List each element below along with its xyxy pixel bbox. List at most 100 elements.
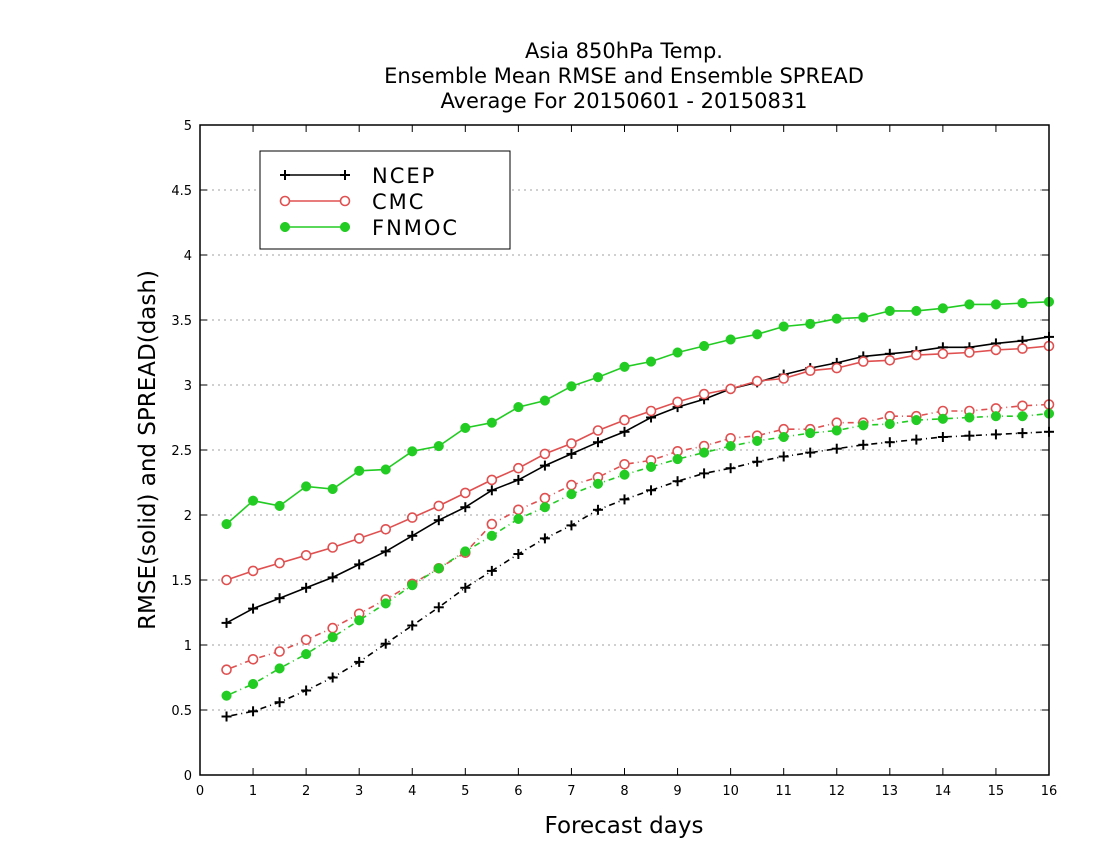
point-ncep-spread — [539, 533, 550, 544]
point-ncep-rmse — [566, 448, 577, 459]
line-cmc-spread — [226, 403, 1050, 671]
point-fnmoc-spread — [592, 478, 604, 489]
point-fnmoc-spread — [513, 513, 524, 524]
point-ncep-spread — [752, 456, 763, 467]
legend-label-ncep: NCEP — [372, 164, 436, 188]
x-tick-label: 2 — [302, 784, 310, 799]
point-fnmoc-rmse — [407, 446, 418, 457]
point-fnmoc-spread — [566, 489, 577, 500]
point-fnmoc-rmse — [380, 464, 391, 475]
point-fnmoc-spread — [539, 502, 550, 513]
point-ncep-spread — [407, 620, 418, 631]
chart-title: Asia 850hPa Temp. Ensemble Mean RMSE and… — [384, 39, 864, 113]
point-fnmoc-rmse — [805, 318, 816, 329]
point-fnmoc-rmse — [221, 519, 232, 530]
legend-label-fnmoc: FNMOC — [372, 216, 459, 240]
legend-marker-cmc — [339, 195, 351, 207]
legend-label-cmc: CMC — [372, 190, 425, 214]
point-fnmoc-spread — [831, 425, 842, 436]
point-fnmoc-rmse — [752, 329, 763, 340]
point-cmc-rmse — [327, 542, 338, 553]
point-ncep-rmse — [433, 515, 444, 526]
point-fnmoc-spread — [486, 530, 497, 541]
point-fnmoc-rmse — [699, 340, 710, 352]
point-cmc-rmse — [247, 565, 259, 577]
series-fnmoc — [221, 296, 1055, 701]
point-ncep-spread — [937, 432, 948, 442]
x-tick-label: 15 — [988, 784, 1005, 799]
point-cmc-rmse — [486, 474, 498, 486]
point-cmc-spread — [513, 504, 524, 516]
point-ncep-spread — [221, 711, 232, 722]
point-ncep-spread — [778, 451, 789, 462]
point-fnmoc-spread — [752, 435, 763, 446]
point-cmc-rmse — [725, 383, 736, 395]
point-cmc-rmse — [221, 574, 232, 586]
x-tick-label: 12 — [828, 784, 845, 799]
point-cmc-rmse — [433, 500, 445, 512]
point-fnmoc-spread — [672, 454, 683, 465]
line-ncep-rmse — [226, 336, 1050, 624]
point-fnmoc-rmse — [831, 313, 842, 324]
point-fnmoc-spread — [619, 469, 630, 480]
point-ncep-spread — [486, 565, 497, 576]
point-fnmoc-spread — [407, 580, 418, 591]
series-ncep — [221, 331, 1054, 722]
point-cmc-rmse — [380, 523, 392, 535]
y-tick-label: 4 — [184, 249, 192, 264]
y-axis-label: RMSE(solid) and SPREAD(dash) — [135, 270, 161, 630]
point-fnmoc-rmse — [248, 495, 259, 506]
point-ncep-spread — [884, 437, 895, 448]
point-fnmoc-spread — [433, 563, 444, 574]
y-axis-ticks: 0 0.5 1 1.5 2 2.5 3 3.5 4 4.5 5 — [171, 119, 1049, 784]
point-cmc-rmse — [566, 438, 577, 449]
point-fnmoc-rmse — [1017, 298, 1028, 309]
x-tick-label: 8 — [620, 784, 628, 799]
point-ncep-rmse — [407, 530, 418, 541]
point-fnmoc-rmse — [990, 299, 1001, 310]
y-tick-label: 5 — [184, 119, 192, 134]
point-fnmoc-rmse — [778, 321, 789, 332]
point-ncep-rmse — [380, 546, 391, 557]
point-ncep-spread — [646, 485, 657, 496]
point-fnmoc-rmse — [513, 402, 524, 413]
point-fnmoc-rmse — [274, 500, 285, 511]
y-tick-label: 3 — [184, 379, 192, 394]
point-cmc-rmse — [778, 373, 789, 384]
point-fnmoc-spread — [327, 632, 338, 643]
point-cmc-rmse — [300, 549, 312, 561]
point-fnmoc-rmse — [725, 334, 736, 345]
point-cmc-rmse — [539, 448, 551, 460]
point-ncep-spread — [619, 494, 630, 505]
legend-entry-cmc: CMC — [279, 190, 425, 214]
point-ncep-spread — [858, 439, 869, 450]
title-line-1: Asia 850hPa Temp. — [525, 39, 723, 63]
point-cmc-spread — [221, 664, 232, 676]
title-line-2: Ensemble Mean RMSE and Ensemble SPREAD — [384, 64, 864, 88]
line-fnmoc-rmse — [225, 301, 1050, 525]
point-ncep-spread — [699, 468, 710, 479]
point-ncep-spread — [301, 685, 312, 696]
point-ncep-spread — [805, 447, 816, 458]
point-cmc-rmse — [911, 349, 922, 361]
x-tick-label: 11 — [775, 784, 792, 799]
point-fnmoc-spread — [911, 415, 922, 426]
point-fnmoc-spread — [645, 461, 657, 472]
point-ncep-rmse — [274, 593, 285, 604]
legend-box — [259, 150, 511, 250]
point-ncep-spread — [513, 549, 524, 559]
point-cmc-rmse — [592, 425, 604, 436]
point-fnmoc-rmse — [539, 395, 550, 406]
point-fnmoc-spread — [301, 649, 312, 660]
y-tick-label: 4.5 — [171, 184, 192, 199]
point-ncep-spread — [725, 463, 736, 474]
point-cmc-rmse — [274, 557, 285, 569]
x-axis-label: Forecast days — [545, 813, 704, 839]
point-fnmoc-rmse — [884, 305, 895, 316]
point-cmc-spread — [274, 646, 285, 657]
point-cmc-spread — [1017, 400, 1028, 412]
point-ncep-rmse — [486, 485, 497, 496]
point-cmc-rmse — [645, 405, 657, 417]
point-ncep-rmse — [354, 559, 365, 570]
